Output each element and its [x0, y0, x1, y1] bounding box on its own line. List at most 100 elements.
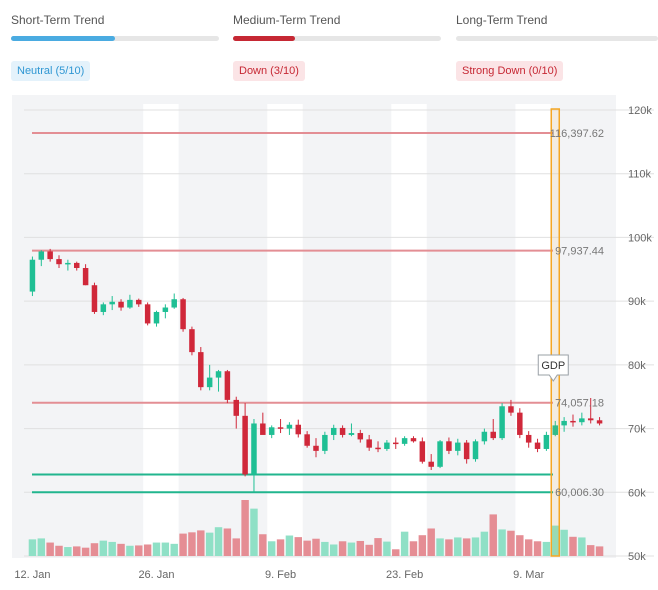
candle-body	[330, 427, 337, 435]
candle-body	[463, 442, 470, 460]
x-tick-label: 23. Feb	[386, 569, 423, 581]
candle-body	[295, 424, 302, 435]
volume-bar	[188, 532, 196, 556]
short-term-trend-bar	[11, 36, 219, 41]
volume-bar	[569, 536, 577, 556]
volume-bar	[267, 541, 276, 556]
volume-bar	[330, 544, 338, 556]
y-tick-label: 80k	[628, 360, 646, 372]
period-band	[515, 104, 551, 556]
volume-bar	[551, 525, 559, 556]
volume-bar	[498, 529, 506, 556]
volume-bar	[356, 540, 365, 556]
price-chart[interactable]: 116,397.62 97,937.44 74,057.18 60,006.30 GD…	[0, 95, 658, 590]
candle-body	[339, 427, 346, 435]
long-term-trend-title: Long-Term Trend	[456, 13, 548, 27]
volume-bar	[64, 547, 72, 556]
event-flag	[537, 354, 569, 382]
candle-body	[224, 371, 231, 400]
candle-body	[366, 439, 372, 448]
candle-body	[543, 434, 550, 449]
candle-body	[490, 431, 496, 439]
volume-bar	[214, 527, 223, 556]
candle-body	[552, 425, 559, 435]
level-label: 74,057.18	[555, 398, 604, 410]
volume-bar	[427, 528, 435, 556]
volume-bar	[99, 540, 108, 556]
candle-body	[171, 299, 177, 308]
candle-body	[446, 441, 452, 451]
volume-bar	[170, 543, 178, 556]
x-tick-label: 12. Jan	[14, 569, 50, 581]
level-label: 60,006.30	[555, 487, 604, 499]
volume-bar	[250, 508, 258, 556]
x-axis: 12. Jan 26. Jan 9. Feb 23. Feb 9. Mar	[14, 569, 544, 581]
candle-body	[215, 371, 222, 378]
level-label: 116,397.62	[550, 128, 604, 140]
volume-bar	[90, 543, 99, 556]
level-labels: 116,397.62 97,937.44 74,057.18 60,006.30	[550, 128, 604, 499]
volume-bar	[197, 530, 205, 556]
volume-bar	[516, 535, 524, 556]
support-resistance-levels	[32, 131, 553, 494]
long-term-trend: Long-Term Trend Strong Down (0/10)	[456, 0, 658, 90]
candle-body	[127, 299, 133, 308]
candle-body	[109, 301, 115, 305]
candle-body	[596, 420, 603, 424]
candle-body	[233, 399, 239, 416]
candle-body	[286, 424, 293, 429]
candle-body	[384, 442, 390, 449]
volume-bar	[595, 546, 604, 556]
x-tick-label: 9. Mar	[513, 569, 545, 581]
candle-body	[393, 442, 399, 445]
candle-body	[73, 262, 80, 269]
volume-bar	[586, 545, 595, 556]
y-tick-label: 50k	[628, 551, 646, 563]
long-term-trend-badge: Strong Down (0/10)	[456, 61, 564, 81]
candle-body	[534, 442, 541, 449]
volume-bar	[135, 545, 143, 556]
volume-bar	[179, 533, 187, 556]
y-axis: 50k 60k 70k 80k 90k 100k 110k 120k	[628, 105, 652, 563]
event-label: GDP	[541, 360, 565, 372]
short-term-trend-badge: Neutral (5/10)	[11, 61, 91, 81]
candle-body	[153, 311, 160, 324]
candle-body	[100, 304, 107, 312]
y-tick-label: 100k	[628, 232, 652, 244]
volume-bar	[383, 541, 391, 556]
candle-body	[561, 420, 567, 426]
level-label: 97,937.44	[555, 246, 604, 258]
volume-bar	[276, 539, 285, 556]
volume-bar	[321, 541, 329, 556]
volume-bar	[37, 538, 46, 556]
volume-bar	[445, 539, 453, 556]
highlight-column[interactable]	[550, 108, 561, 557]
event-marker[interactable]: GDP	[537, 354, 569, 382]
medium-term-trend-bar	[233, 36, 441, 41]
candle-body	[29, 259, 36, 292]
volume-bar	[507, 530, 515, 556]
candle-body	[481, 431, 488, 442]
period-band	[143, 104, 179, 556]
candle-body	[455, 442, 461, 451]
volume-bar	[294, 537, 302, 556]
candle-body	[47, 251, 53, 260]
volume-bar	[409, 541, 418, 556]
candle-body	[162, 307, 169, 312]
y-tick-label: 90k	[628, 296, 646, 308]
plot-area	[24, 104, 608, 556]
candle-body	[260, 423, 266, 435]
volume-bar	[126, 545, 134, 556]
candle-body	[242, 415, 248, 475]
volume-bar	[338, 541, 347, 556]
candle-body	[508, 406, 514, 413]
candle-body	[357, 433, 364, 440]
candle-body	[322, 434, 328, 451]
candle-body	[198, 352, 204, 388]
medium-term-trend-title: Medium-Term Trend	[233, 13, 341, 27]
y-tick-label: 110k	[628, 169, 652, 181]
short-term-trend-fill	[11, 36, 115, 41]
candle-body	[570, 420, 576, 423]
y-tick-label: 120k	[628, 105, 652, 117]
candle-body	[499, 406, 505, 439]
